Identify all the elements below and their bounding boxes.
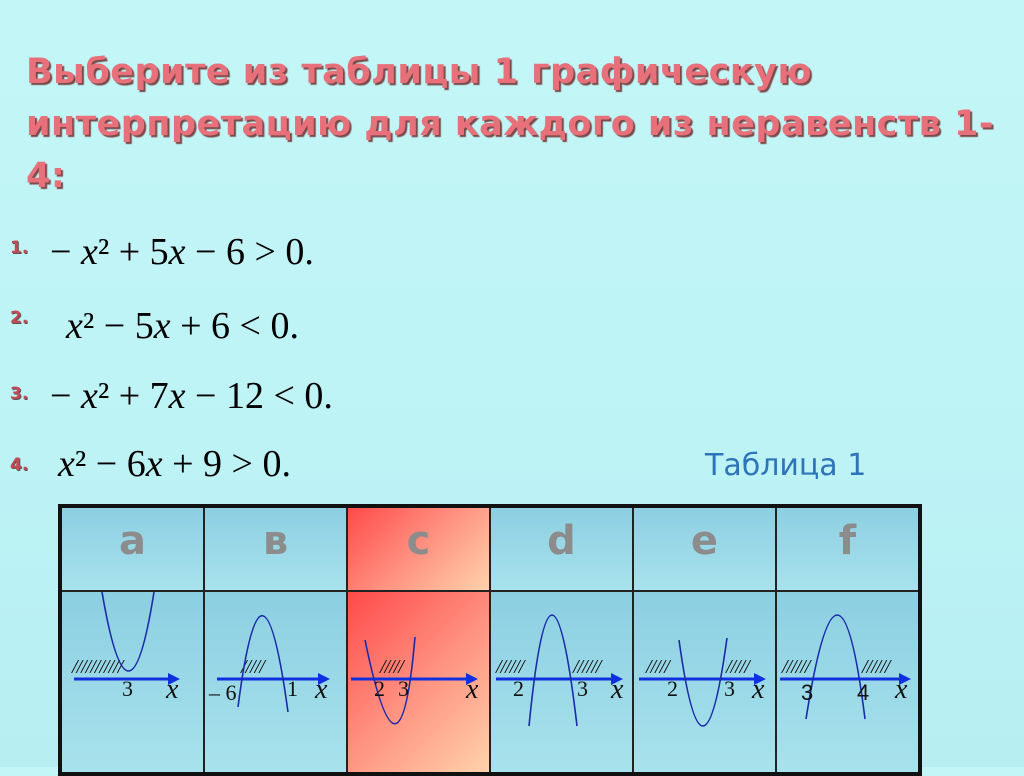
parabola-graph: ////////////3 4 x	[780, 614, 911, 720]
parabola-curve	[678, 637, 728, 727]
root-label: 3	[398, 676, 409, 701]
hatch-marks: /////	[379, 656, 406, 678]
hatch-marks: /////	[240, 656, 267, 678]
axis-arrow-icon	[318, 673, 330, 685]
inequality-3: − x² + 7x − 12 < 0.	[50, 375, 333, 417]
parabola-curve	[364, 636, 416, 725]
axis-label: x	[751, 674, 765, 705]
axis-arrow-icon	[899, 673, 911, 685]
root-label: 3	[577, 676, 588, 701]
column-letter: в	[262, 518, 289, 564]
parabola-curve	[101, 591, 155, 672]
axis-label: x	[465, 674, 479, 705]
axis-label: x	[610, 674, 624, 705]
graph-cell-a: ///////////3 x	[59, 590, 205, 775]
parabola-curve	[528, 614, 578, 727]
inequality-number-3: 3.	[10, 384, 29, 404]
graph-cell-c: /////2 3 x	[346, 590, 491, 775]
title-line-1: Выберите из таблицы 1 графическую	[26, 52, 812, 92]
inequality-number-4: 4.	[10, 455, 29, 475]
parabola-graph: //////////2 3 x	[639, 637, 766, 727]
axis-arrow-icon	[754, 673, 766, 685]
root-label: 3	[801, 680, 813, 705]
hatch-marks: /////	[645, 656, 672, 678]
hatch-marks: /////	[725, 656, 752, 678]
root-label: 2	[374, 676, 385, 701]
hatch-marks: ///////////	[71, 656, 126, 678]
task-title: Выберите из таблицы 1 графическую интерп…	[26, 46, 1024, 202]
graph-cell-f: ////////////3 4 x	[775, 590, 921, 775]
table-header-row: a в c d e f	[59, 505, 921, 592]
hatch-marks: //////	[781, 656, 813, 678]
column-letter: f	[838, 518, 857, 564]
column-letter: e	[690, 518, 719, 564]
inequality-1: − x² + 5x − 6 > 0.	[50, 231, 314, 273]
header-cell-d: d	[489, 505, 634, 592]
parabola-graph: ////////////2 3 x	[495, 614, 624, 727]
column-letter: c	[406, 518, 431, 564]
graph-cell-e: //////////2 3 x	[632, 590, 777, 775]
root-label: 4	[857, 680, 869, 705]
root-label: 2	[513, 676, 524, 701]
header-cell-f: f	[775, 505, 921, 592]
root-label: 2	[667, 676, 678, 701]
graph-cell-d: ////////////2 3 x	[489, 590, 634, 775]
parabola-curve	[805, 614, 866, 720]
hatch-marks: //////	[861, 656, 893, 678]
title-line-2: интерпретацию для каждого из неравенств …	[26, 104, 994, 196]
header-cell-e: e	[632, 505, 777, 592]
axis-label: x	[165, 674, 179, 705]
inequality-2: x² − 5x + 6 < 0.	[66, 305, 299, 347]
inequality-number-2: 2.	[10, 308, 29, 328]
axis-label: x	[894, 674, 908, 705]
root-label: 3	[122, 676, 133, 701]
axis-arrow-icon	[611, 673, 623, 685]
hatch-marks: //////	[572, 656, 604, 678]
column-letter: d	[547, 518, 576, 564]
column-letter: a	[119, 518, 146, 564]
parabola-graph: ///////////3 x	[71, 591, 180, 705]
root-label: 3	[724, 676, 735, 701]
inequality-4: x² − 6x + 9 > 0.	[58, 443, 291, 485]
header-cell-c: c	[346, 505, 491, 592]
hatch-marks: //////	[495, 656, 527, 678]
axis-arrow-icon	[168, 673, 180, 685]
axis-arrow-icon	[466, 673, 478, 685]
header-cell-a: a	[59, 505, 205, 592]
table-caption: Таблица 1	[705, 448, 867, 483]
inequality-number-1: 1.	[10, 238, 29, 258]
root-label: – 6	[208, 680, 237, 705]
parabola-curve	[237, 615, 289, 713]
root-label: 1	[287, 676, 298, 701]
axis-label: x	[314, 674, 328, 705]
header-cell-v: в	[203, 505, 348, 592]
parabola-graph: /////2 3 x	[351, 636, 479, 725]
